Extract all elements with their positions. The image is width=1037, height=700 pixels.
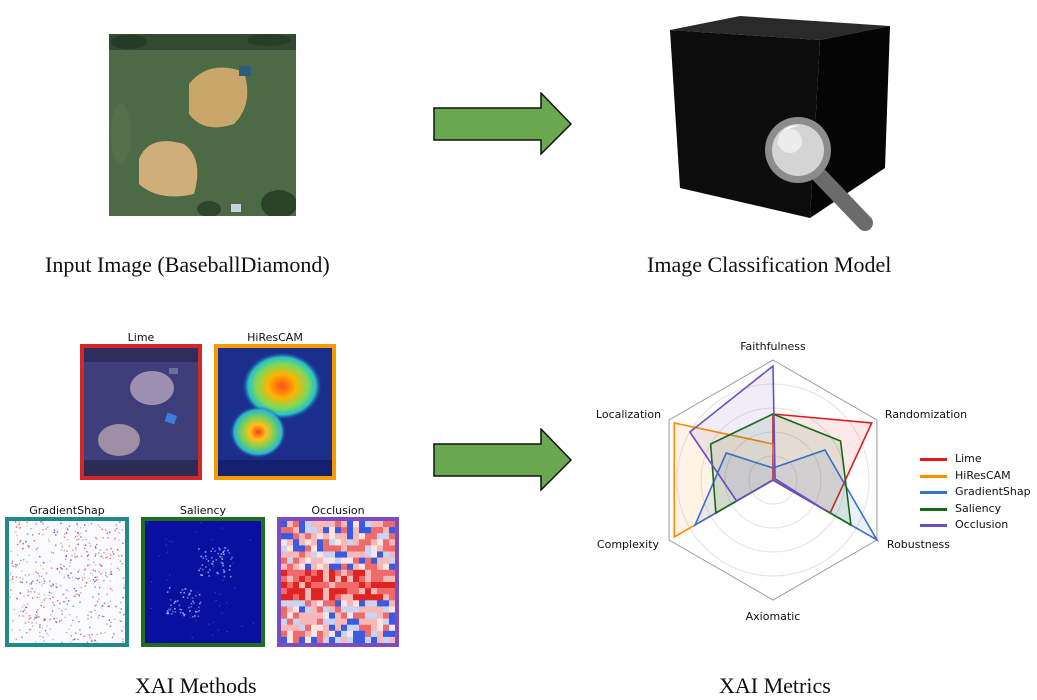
legend-swatch bbox=[920, 507, 947, 511]
radar-frame bbox=[668, 359, 878, 601]
method-label-occlusion: Occlusion bbox=[311, 504, 365, 517]
input-image-caption: Input Image (BaseballDiamond) bbox=[45, 252, 330, 277]
legend-label: Lime bbox=[955, 452, 982, 465]
legend-label: HiResCAM bbox=[955, 468, 1011, 482]
radar-series-occlusion bbox=[688, 364, 826, 511]
method-occlusion-image bbox=[277, 517, 399, 647]
radar-axis-label-randomization: Randomization bbox=[885, 408, 967, 421]
legend-label: Saliency bbox=[955, 501, 1002, 515]
magnifying-glass-icon bbox=[765, 117, 873, 231]
right-arrow-icon bbox=[433, 428, 573, 492]
aerial-baseball-image bbox=[109, 34, 297, 218]
method-label-lime: Lime bbox=[127, 331, 155, 344]
legend-label: Occlusion bbox=[955, 518, 1009, 531]
radar-axis-label-axiomatic: Axiomatic bbox=[746, 610, 801, 623]
method-saliency-image bbox=[141, 517, 265, 647]
right-arrow-icon bbox=[433, 92, 573, 156]
methods-caption: XAI Methods bbox=[135, 673, 257, 698]
legend-swatch bbox=[920, 458, 947, 461]
radar-legend: Lime HiResCAM GradientShap Saliency Occlusio… bbox=[920, 452, 1035, 542]
radar-axis-label-complexity: Complexity bbox=[597, 538, 660, 551]
method-gradientshap-image bbox=[5, 517, 129, 647]
method-label-gradientshap: GradientShap bbox=[29, 504, 105, 517]
method-hirescam-image bbox=[214, 344, 336, 480]
legend-swatch bbox=[920, 491, 947, 494]
radar-axis-label-faithfulness: Faithfulness bbox=[740, 340, 806, 353]
model-caption: Image Classification Model bbox=[647, 252, 892, 277]
method-lime-image bbox=[80, 344, 202, 480]
method-label-hirescam: HiResCAM bbox=[247, 331, 303, 344]
black-box-cube-icon bbox=[670, 16, 890, 231]
xai-metrics-radar-chart: Faithfulness Randomization Robustness Axiom… bbox=[596, 340, 967, 623]
radar-axis-label-localization: Localization bbox=[596, 408, 661, 421]
method-label-saliency: Saliency bbox=[179, 504, 227, 517]
legend-swatch bbox=[920, 474, 947, 478]
legend-swatch bbox=[920, 524, 947, 527]
legend-label: GradientShap bbox=[955, 485, 1031, 498]
input-image bbox=[109, 34, 297, 218]
metrics-caption: XAI Metrics bbox=[719, 673, 831, 698]
radar-axis-label-robustness: Robustness bbox=[887, 538, 950, 551]
